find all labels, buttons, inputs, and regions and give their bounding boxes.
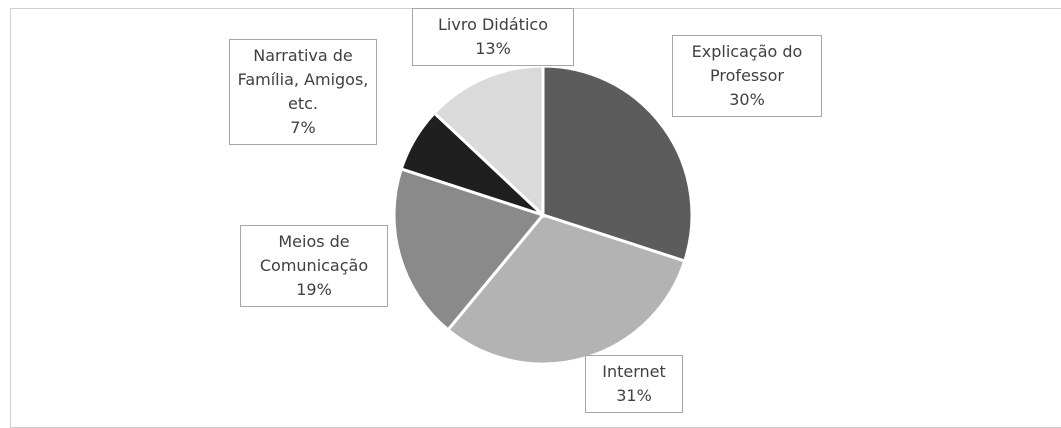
pie-slice [541, 64, 694, 263]
chart [392, 64, 694, 366]
label-value: 31% [616, 386, 652, 405]
label-name: Explicação do Professor [691, 42, 803, 85]
label-name: Meios de Comunicação [259, 232, 369, 275]
pie-slice [445, 213, 687, 366]
data-label: Internet 31% [585, 355, 683, 413]
data-label: Livro Didático 13% [412, 8, 574, 66]
pie-slice [432, 64, 545, 219]
data-label: Explicação do Professor 30% [672, 35, 822, 117]
data-label: Narrativa de Família, Amigos, etc. 7% [229, 39, 377, 145]
label-value: 13% [475, 39, 511, 58]
page: (() => { const data = JSON.parse(documen… [10, 8, 1061, 428]
label-value: 19% [296, 280, 332, 299]
label-value: 7% [290, 118, 316, 137]
label-name: Livro Didático [438, 15, 548, 34]
label-value: 30% [729, 90, 765, 109]
label-name: Narrativa de Família, Amigos, etc. [237, 46, 369, 113]
pie-slice [392, 167, 546, 332]
data-label: Meios de Comunicação 19% [240, 225, 388, 307]
label-name: Internet [602, 362, 666, 381]
